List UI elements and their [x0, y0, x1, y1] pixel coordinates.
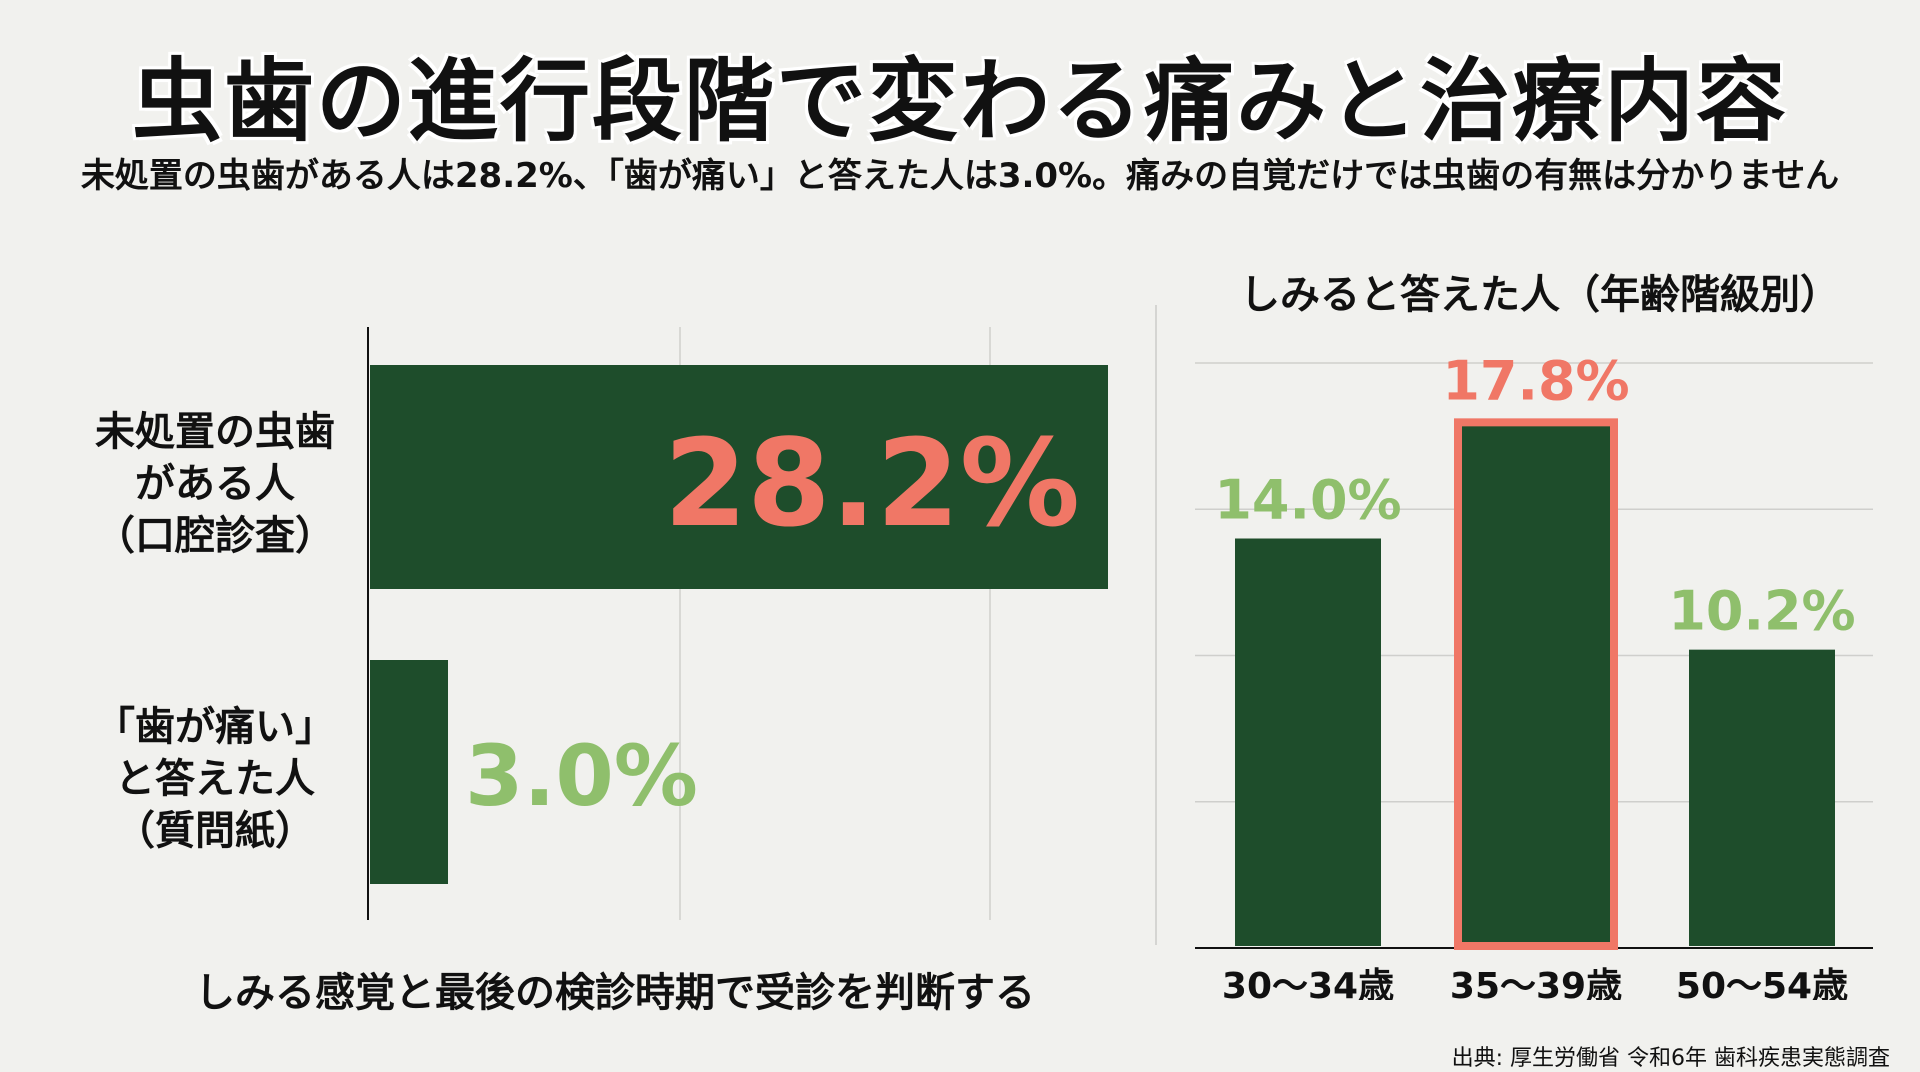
category-label: 未処置の虫歯	[95, 409, 335, 455]
data-label: 28.2%	[664, 415, 1080, 554]
page-subtitle: 未処置の虫歯がある人は28.2%、「歯が痛い」と答えた人は3.0%。痛みの自覚だ…	[80, 156, 1840, 196]
source-note: 出典: 厚生労働省 令和6年 歯科疾患実態調査	[1451, 1046, 1890, 1071]
bar	[1689, 649, 1835, 946]
x-tick-label: 50〜54歳	[1676, 966, 1848, 1000]
category-label: （口腔診査）	[95, 513, 335, 559]
x-tick-label: 35〜39歳	[1450, 966, 1622, 1000]
x-tick-label: 30〜34歳	[1222, 966, 1394, 1000]
panel-divider	[1155, 305, 1157, 945]
category-label: がある人	[135, 461, 295, 507]
data-label: 3.0%	[465, 727, 698, 825]
category-label: 「歯が痛い」	[95, 704, 335, 750]
left-bar-chart: 28.2% 未処置の虫歯がある人 （口腔診査） 3.0% 「歯が痛い」と答えた人 （質問紙…	[95, 327, 1108, 920]
right-bar-chart: 14.0% 30〜34歳 17.8% 35〜39歳 10.2% 50〜54歳	[1195, 349, 1873, 1000]
bar	[370, 365, 1108, 589]
right-chart-title: しみると答えた人（年齢階級別）	[1240, 272, 1840, 318]
bar-highlighted	[1454, 418, 1618, 951]
data-label: 17.8%	[1442, 349, 1629, 412]
bottom-note: しみる感覚と最後の検診時期で受診を判断する	[195, 970, 1035, 1016]
bar	[370, 660, 448, 884]
category-label: （質問紙）	[115, 808, 315, 854]
data-label: 14.0%	[1214, 469, 1401, 532]
category-label: と答えた人	[115, 756, 315, 802]
page-title: 虫歯の進行段階で変わる痛みと治療内容	[132, 49, 1788, 154]
bar	[1235, 538, 1381, 946]
data-label: 10.2%	[1668, 580, 1855, 643]
